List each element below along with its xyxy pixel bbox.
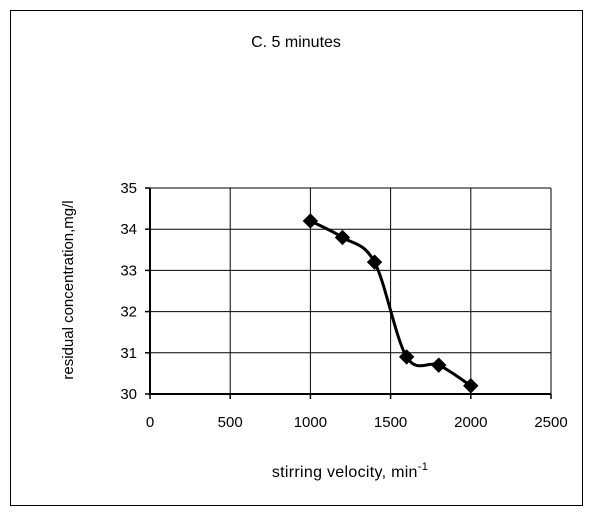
grid (150, 187, 552, 394)
tick-labels: 30 31 32 33 34 35 0 500 1000 1500 2000 2500 (120, 180, 567, 431)
data-point-marker (463, 378, 479, 394)
y-tick-label: 34 (120, 221, 137, 238)
x-tick-label: 1500 (374, 414, 407, 431)
x-tick-label: 1000 (294, 414, 327, 431)
data-point-marker (431, 357, 447, 373)
data-point-marker (334, 229, 351, 246)
y-tick-label: 33 (120, 262, 137, 279)
data-point-marker (398, 349, 415, 365)
x-tick-label: 0 (146, 414, 154, 431)
y-tick-label: 31 (120, 345, 137, 362)
axes (145, 187, 552, 399)
data-point-marker (302, 213, 319, 229)
chart-title: C. 5 minutes (251, 34, 341, 51)
chart-frame (10, 10, 583, 506)
y-tick-label: 30 (120, 386, 137, 403)
x-axis-label-superscript: -1 (418, 461, 428, 473)
y-tick-label: 35 (120, 180, 137, 197)
x-tick-label: 500 (218, 414, 243, 431)
y-tick-label: 32 (120, 304, 137, 321)
data-point-marker (366, 254, 383, 270)
x-axis-label: stirring velocity, min-1 (272, 461, 428, 481)
x-tick-label: 2000 (454, 414, 487, 431)
x-tick-label: 2500 (534, 414, 567, 431)
series (302, 213, 479, 394)
y-axis-label: residual concentration,mg/l (60, 200, 77, 379)
x-axis-label-text: stirring velocity, min (272, 464, 418, 481)
